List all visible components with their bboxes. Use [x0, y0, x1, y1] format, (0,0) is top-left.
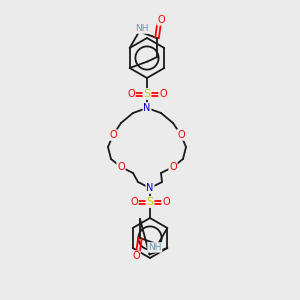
- Text: NH: NH: [148, 243, 162, 252]
- Text: N: N: [143, 103, 151, 113]
- Text: O: O: [127, 89, 135, 99]
- Text: N: N: [146, 183, 154, 193]
- Text: O: O: [159, 89, 167, 99]
- Text: O: O: [109, 130, 117, 140]
- Text: O: O: [132, 251, 140, 261]
- Text: NH: NH: [135, 24, 149, 33]
- Text: O: O: [177, 130, 185, 140]
- Text: S: S: [143, 89, 151, 99]
- Text: O: O: [157, 15, 165, 25]
- Text: O: O: [130, 197, 138, 207]
- Text: S: S: [146, 197, 154, 207]
- Text: O: O: [162, 197, 170, 207]
- Text: O: O: [117, 162, 125, 172]
- Text: O: O: [169, 162, 177, 172]
